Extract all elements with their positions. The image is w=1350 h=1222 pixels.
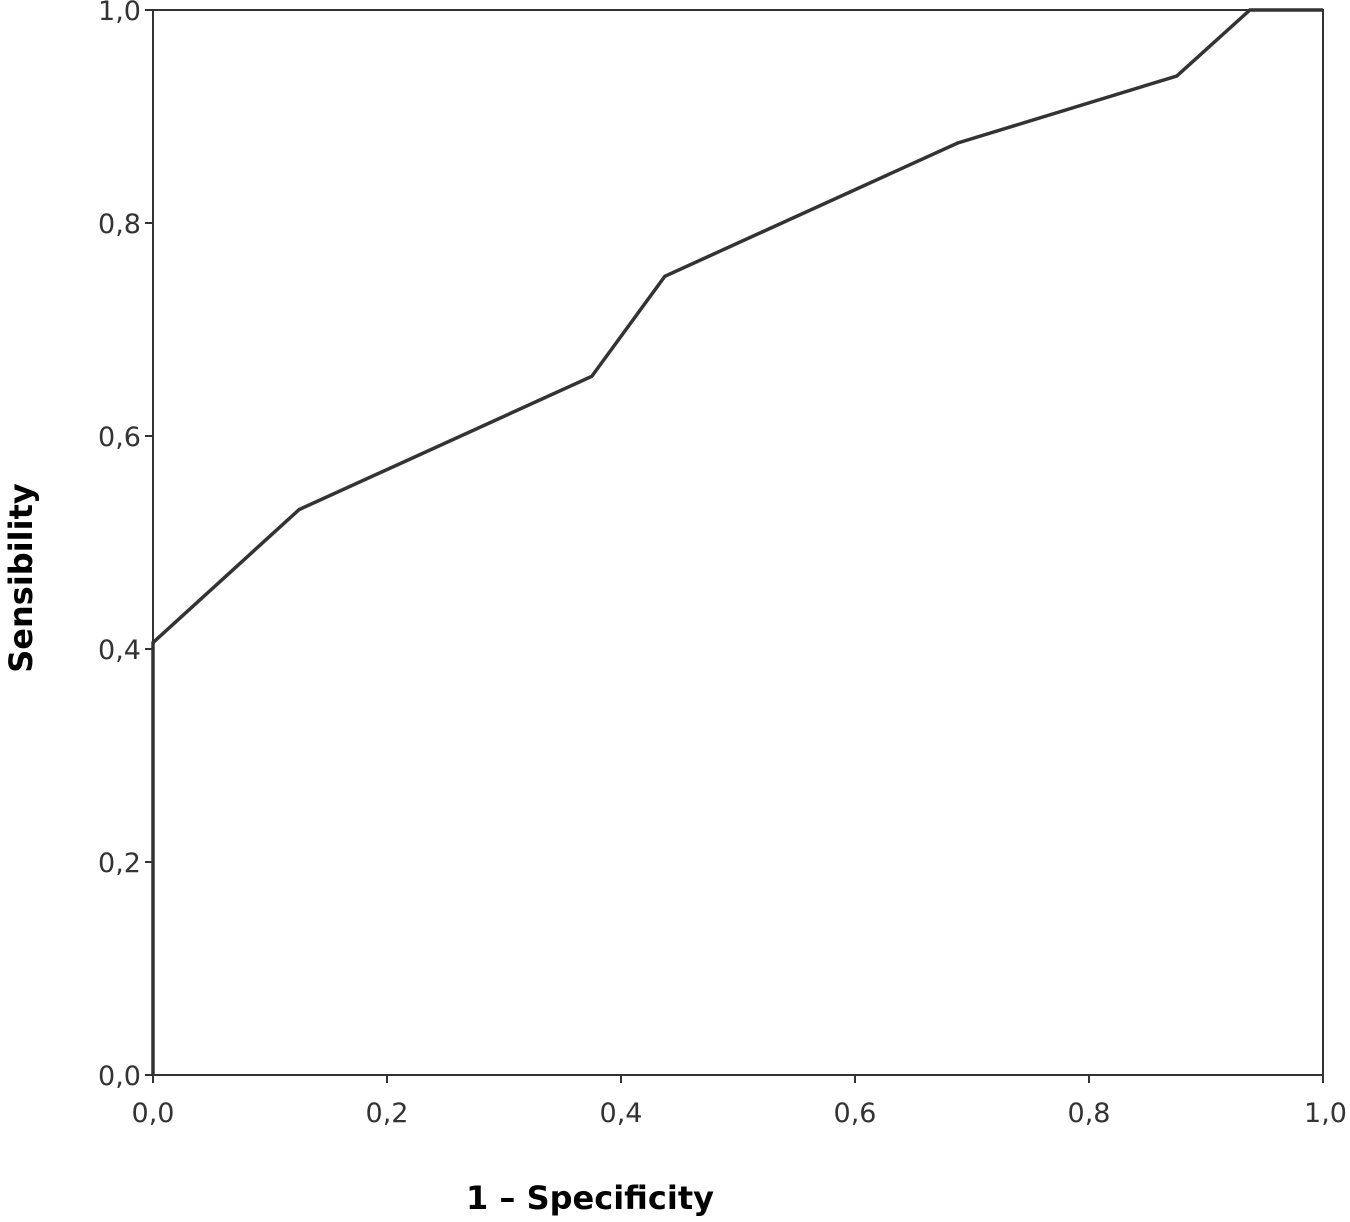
y-tick-label: 0,4: [98, 635, 141, 666]
x-tick-label: 0,0: [132, 1098, 175, 1129]
y-tick-label: 0,6: [98, 422, 141, 453]
y-tick-label: 0,0: [98, 1061, 141, 1092]
series-layer: [151, 8, 1323, 1075]
x-axis-ticks: 0,0 0,2 0,4 0,6 0,8 1,0: [132, 1075, 1347, 1129]
x-tick-label: 0,6: [834, 1098, 877, 1129]
y-axis-title: Sensibility: [2, 483, 40, 673]
y-axis-ticks: 0,0 0,2 0,4 0,6 0,8 1,0: [98, 0, 153, 1092]
plot-frame: [152, 9, 1324, 1076]
y-tick-label: 0,8: [98, 209, 141, 240]
roc-curve-line: [151, 8, 1323, 1075]
x-tick-label: 0,2: [366, 1098, 409, 1129]
x-tick-label: 0,8: [1068, 1098, 1111, 1129]
x-tick-label: 0,4: [600, 1098, 643, 1129]
y-tick-label: 0,2: [98, 848, 141, 879]
y-tick-label: 1,0: [98, 0, 141, 27]
x-axis-title: 1 – Specificity: [466, 1179, 714, 1217]
x-tick-label: 1,0: [1304, 1098, 1347, 1129]
